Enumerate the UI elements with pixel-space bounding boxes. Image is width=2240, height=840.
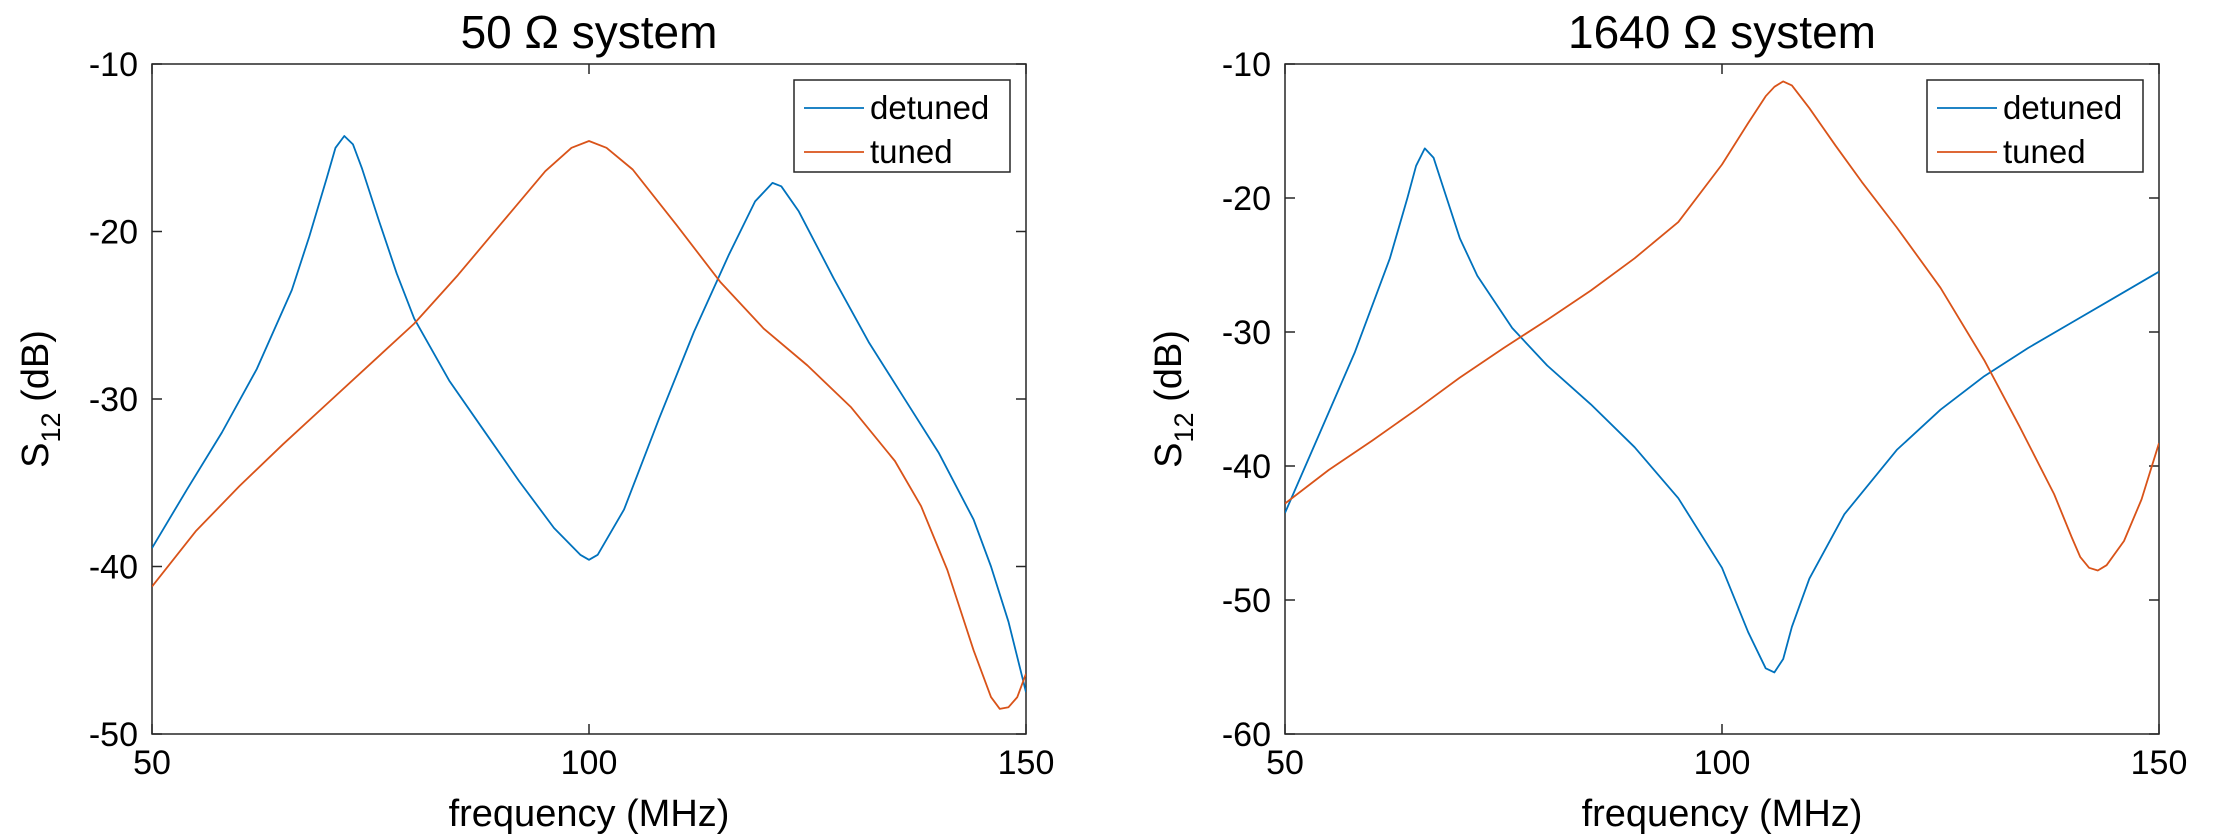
chart-panel-1: 50 Ω system 50 100 150 -50 -40 -30 -20 -10 freque… [15,6,1054,835]
y-tick-label: -30 [1222,314,1271,352]
legend-label-tuned: tuned [2003,133,2086,170]
legend-label-tuned: tuned [870,133,953,170]
legend: detuned tuned [1926,79,2144,173]
chart-panel-2: 1640 Ω system 50 100 150 -60 -50 -40 -30 -20 -10 f… [1148,6,2187,835]
x-tick-label: 100 [561,744,618,782]
y-axis-label-main: S [1148,443,1190,468]
chart-title: 1640 Ω system [1568,6,1876,58]
y-axis-label: S12 (dB) [15,330,66,468]
legend-label-detuned: detuned [2003,89,2122,126]
y-tick-label: -40 [1222,448,1271,486]
series-line-detuned [1285,147,2159,674]
y-tick-label: -20 [1222,180,1271,218]
y-tick-label: -10 [89,46,138,84]
y-tick-label: -60 [1222,716,1271,754]
y-axis-label-subscript: 12 [1169,412,1199,442]
chart-title: 50 Ω system [461,6,718,58]
y-tick-label: -10 [1222,46,1271,84]
y-tick-label: -50 [1222,582,1271,620]
series-line-tuned [1285,80,2159,572]
x-tick-label: 150 [2131,744,2188,782]
series-line-tuned [152,140,1026,710]
x-tick-label: 50 [1266,744,1304,782]
legend: detuned tuned [793,79,1011,173]
legend-label-detuned: detuned [870,89,989,126]
legend-box [1926,79,2144,173]
x-axis-label: frequency (MHz) [1582,793,1863,835]
legend-box [793,79,1011,173]
y-axis-label-main: S [15,443,57,468]
x-tick-label: 100 [1694,744,1751,782]
series-line-detuned [152,135,1026,693]
y-tick-label: -40 [89,549,138,587]
y-tick-label: -50 [89,716,138,754]
y-axis-label-unit: (dB) [1148,330,1190,412]
y-axis-label-subscript: 12 [36,412,66,442]
plot-area [151,63,1027,735]
y-tick-label: -30 [89,381,138,419]
x-tick-label: 150 [998,744,1055,782]
y-axis-label-unit: (dB) [15,330,57,412]
y-axis-label: S12 (dB) [1148,330,1199,468]
x-axis-label: frequency (MHz) [449,793,730,835]
y-tick-label: -20 [89,214,138,252]
x-tick-label: 50 [133,744,171,782]
